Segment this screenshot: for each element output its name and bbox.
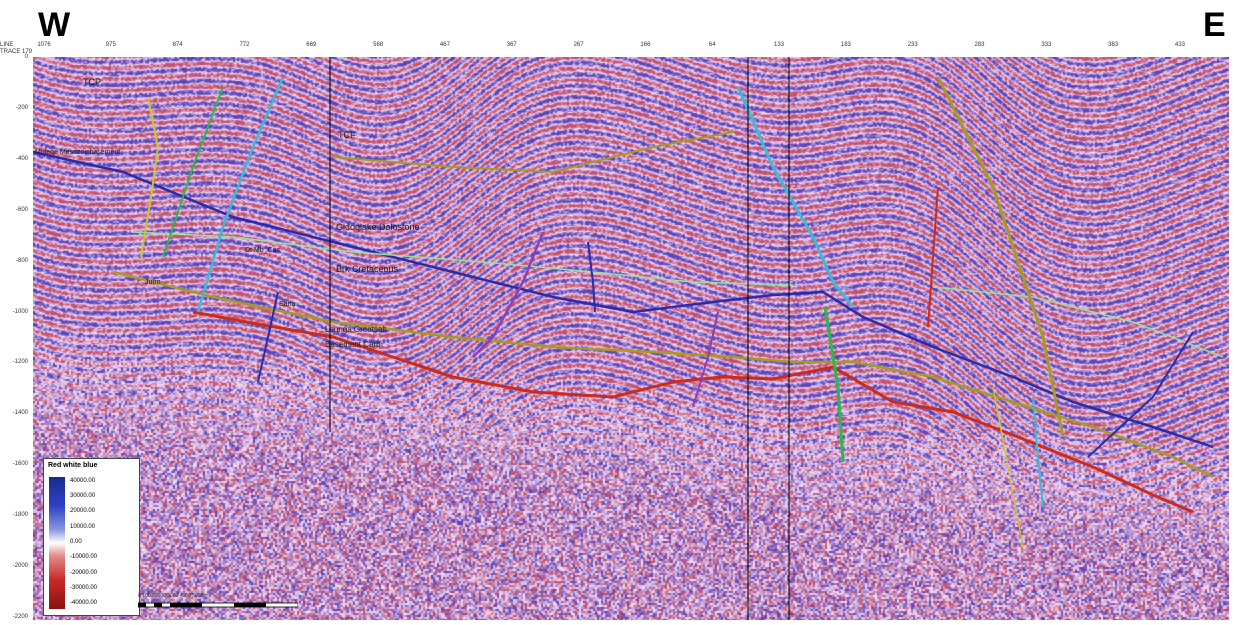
horizon-label-basement: Mulege Mesozoicbasement (35, 149, 121, 156)
horizon-lightgreen-east (932, 286, 1224, 358)
legend-value: 10000.00 (70, 524, 96, 530)
trace-tick-label: 669 (306, 42, 317, 48)
fault-cyan-small (1032, 396, 1044, 508)
legend-colorbar (49, 477, 65, 609)
trace-tick-label: 467 (439, 42, 450, 48)
trace-axis-label: TRACE 179 (0, 49, 33, 55)
fault-blue-east (1087, 331, 1194, 458)
legend-value: 40000.00 (70, 478, 96, 484)
trace-tick-label: 367 (506, 42, 517, 48)
trace-tick-label: 166 (640, 42, 651, 48)
trace-tick-label: 333 (1041, 42, 1052, 48)
depth-tick-label: 0 (24, 54, 28, 60)
fault-green-east (823, 306, 845, 463)
seismic-image (33, 57, 1229, 620)
fault-purple (472, 231, 545, 358)
horizon-upper-olive (332, 131, 734, 174)
fault-green-west (162, 86, 224, 258)
horizon-olive (112, 270, 1214, 479)
depth-tick-label: -200 (15, 104, 28, 111)
trace-tick-label: 183 (840, 42, 851, 48)
fault-purple-small (692, 311, 719, 408)
horizon-label-left-a: Dt Mb_Cas (245, 247, 281, 254)
horizon-label-cretaceous: Brk Cretaceous (336, 264, 399, 274)
depth-tick-label: -800 (15, 257, 28, 264)
horizon-label-left-b: Jurm (145, 279, 161, 286)
trace-tick-label: 267 (573, 42, 584, 48)
horizon-label-low-b: Leonga Greatsalt (325, 325, 387, 334)
legend-value: 30000.00 (70, 493, 96, 499)
depth-tick-label: -1800 (12, 512, 28, 519)
scale-bar (138, 602, 298, 608)
trace-tick-label: 975 (105, 42, 116, 48)
horizon-red (192, 310, 1194, 514)
trace-tick-label: 64 (708, 42, 716, 48)
legend-value: -40000.00 (70, 600, 98, 606)
horizon-label-low-c: Basement Carb (325, 340, 381, 349)
trace-tick-label: 233 (907, 42, 918, 48)
legend-value: 0.00 (70, 539, 82, 545)
legend-title: Red white blue (48, 462, 98, 469)
fault-red-east (927, 186, 939, 328)
fault-blue-west (257, 291, 279, 383)
horizon-lightgreen (132, 231, 794, 286)
scale-bar-labels: 0 1000 2000 3000 4000 5000m (138, 593, 208, 599)
depth-tick-label: -600 (15, 206, 28, 213)
fault-olive-east (936, 76, 1065, 438)
depth-tick-label: -1000 (12, 308, 28, 315)
trace-tick-label: 874 (172, 42, 183, 48)
horizon-label-tcp: TCP (83, 77, 101, 87)
horizon-label-gidoq: Gidoqlake Dolostone (336, 222, 420, 232)
east-direction-label: E (1203, 6, 1226, 44)
west-direction-label: W (38, 6, 71, 44)
fault-blue-center (587, 241, 596, 313)
horizon-label-low-a: Saria (279, 301, 296, 308)
horizon-blue (33, 150, 1214, 449)
trace-tick-label: 433 (1174, 42, 1186, 48)
depth-tick-label: -1600 (12, 461, 28, 468)
fault-yellow-east (992, 386, 1024, 548)
legend-value: 20000.00 (70, 508, 96, 514)
trace-tick-label: 772 (239, 42, 250, 48)
depth-tick-label: -2000 (12, 563, 28, 569)
depth-tick-label: -1400 (12, 410, 28, 417)
legend-value: -10000.00 (70, 554, 98, 560)
depth-tick-label: -1200 (12, 359, 28, 366)
depth-tick-label: -2200 (12, 613, 28, 620)
legend-value: -30000.00 (70, 585, 98, 591)
fault-yellow-west (140, 96, 160, 258)
horizon-label-tcf: TCF (338, 130, 356, 140)
fault-cyan-west (196, 76, 285, 313)
depth-tick-label: -400 (15, 155, 28, 162)
legend-value: -20000.00 (70, 570, 98, 576)
trace-tick-label: 133 (774, 42, 785, 48)
trace-tick-label: 283 (974, 42, 985, 48)
trace-tick-label: 383 (1108, 42, 1119, 48)
trace-tick-label: 1076 (37, 42, 51, 48)
line-axis-label: LINE (0, 42, 14, 48)
fault-cyan-east (736, 86, 855, 308)
colorbar-legend: Red white blue 40000.00 30000.00 20000.0… (43, 458, 140, 616)
trace-tick-label: 568 (373, 42, 384, 48)
interpretation-overlay (33, 57, 1224, 620)
seismic-section[interactable]: TCP TCF Mulege Mesozoicbasement Gidoqlak… (33, 57, 1229, 620)
